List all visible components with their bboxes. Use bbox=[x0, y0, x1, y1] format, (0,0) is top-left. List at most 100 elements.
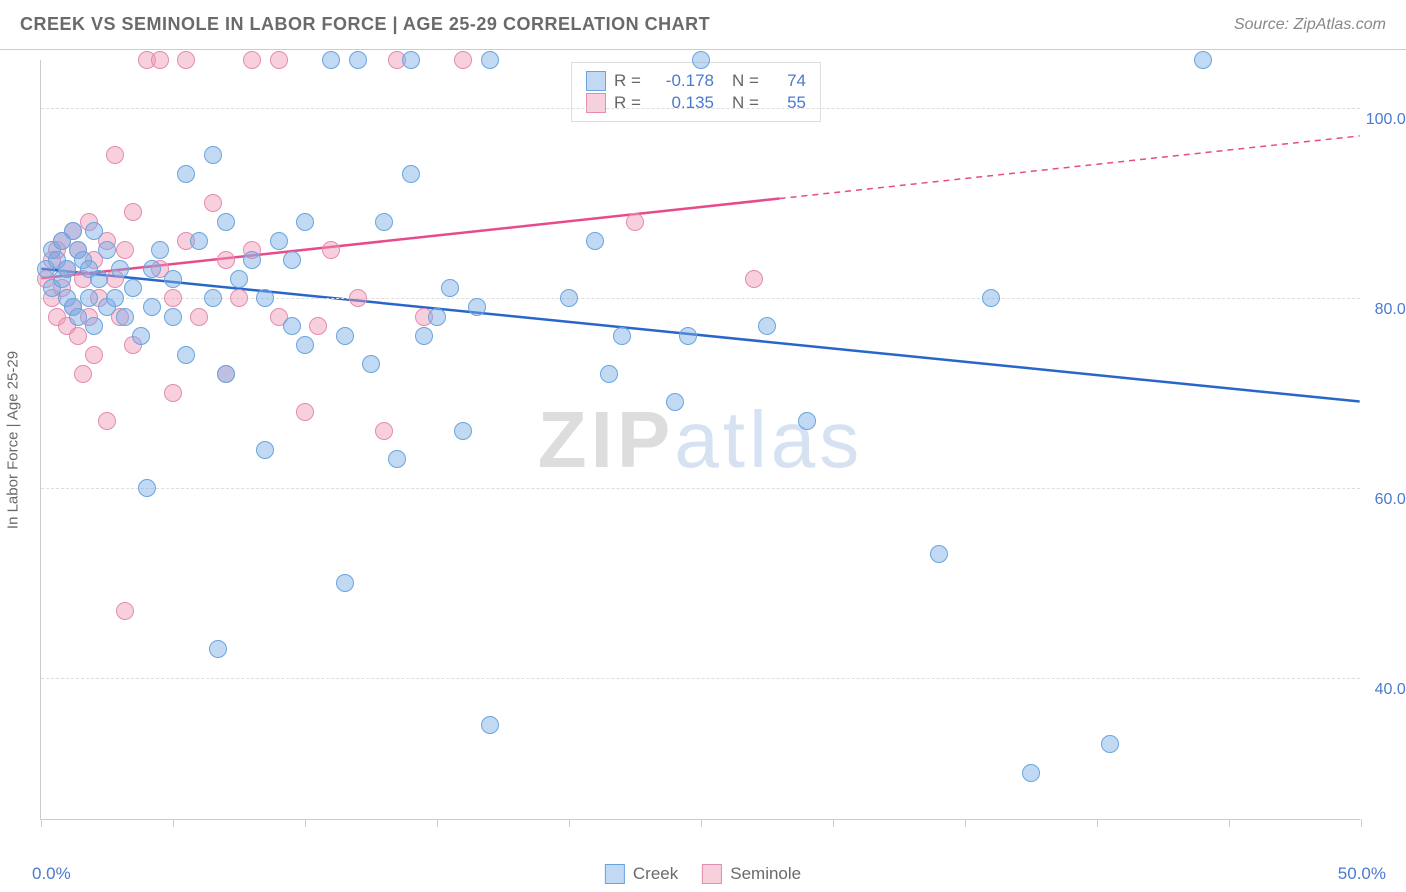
seminole-point bbox=[243, 51, 261, 69]
creek-point bbox=[204, 289, 222, 307]
creek-point bbox=[441, 279, 459, 297]
creek-point bbox=[296, 213, 314, 231]
creek-point bbox=[402, 165, 420, 183]
creek-point bbox=[481, 51, 499, 69]
x-tick bbox=[305, 819, 306, 827]
creek-point bbox=[336, 327, 354, 345]
creek-point bbox=[256, 289, 274, 307]
creek-point bbox=[468, 298, 486, 316]
stats-r-label: R = bbox=[614, 71, 646, 91]
x-axis-max-label: 50.0% bbox=[1338, 864, 1386, 884]
x-tick bbox=[1229, 819, 1230, 827]
creek-point bbox=[415, 327, 433, 345]
creek-point bbox=[481, 716, 499, 734]
grid-line bbox=[41, 488, 1360, 489]
creek-point bbox=[322, 51, 340, 69]
creek-point bbox=[560, 289, 578, 307]
seminole-point bbox=[151, 51, 169, 69]
grid-line bbox=[41, 678, 1360, 679]
creek-point bbox=[798, 412, 816, 430]
seminole-point bbox=[204, 194, 222, 212]
x-tick bbox=[701, 819, 702, 827]
creek-point bbox=[930, 545, 948, 563]
x-tick bbox=[173, 819, 174, 827]
creek-point bbox=[666, 393, 684, 411]
seminole-point bbox=[626, 213, 644, 231]
stats-r-value-seminole: 0.135 bbox=[654, 93, 714, 113]
creek-point bbox=[106, 289, 124, 307]
creek-point bbox=[402, 51, 420, 69]
creek-point bbox=[217, 365, 235, 383]
creek-point bbox=[758, 317, 776, 335]
creek-point bbox=[111, 260, 129, 278]
seminole-point bbox=[164, 384, 182, 402]
creek-point bbox=[600, 365, 618, 383]
seminole-point bbox=[270, 51, 288, 69]
source-label: Source: ZipAtlas.com bbox=[1234, 16, 1386, 34]
x-axis-min-label: 0.0% bbox=[32, 864, 71, 884]
stats-n-value-seminole: 55 bbox=[772, 93, 806, 113]
watermark-part2: atlas bbox=[674, 395, 863, 484]
stats-n-value-creek: 74 bbox=[772, 71, 806, 91]
watermark-part1: ZIP bbox=[538, 395, 674, 484]
stats-n-label: N = bbox=[732, 71, 764, 91]
stats-legend: R =-0.178N =74R =0.135N =55 bbox=[571, 62, 821, 122]
x-tick bbox=[569, 819, 570, 827]
seminole-point bbox=[349, 289, 367, 307]
creek-point bbox=[270, 232, 288, 250]
watermark: ZIPatlas bbox=[538, 394, 863, 486]
creek-point bbox=[283, 251, 301, 269]
creek-point bbox=[177, 346, 195, 364]
seminole-point bbox=[296, 403, 314, 421]
x-tick bbox=[1361, 819, 1362, 827]
seminole-point bbox=[85, 346, 103, 364]
x-tick bbox=[437, 819, 438, 827]
creek-point bbox=[190, 232, 208, 250]
seminole-point bbox=[454, 51, 472, 69]
creek-point bbox=[124, 279, 142, 297]
creek-point bbox=[138, 479, 156, 497]
creek-point bbox=[204, 146, 222, 164]
creek-point bbox=[151, 241, 169, 259]
seminole-point bbox=[217, 251, 235, 269]
legend-item-creek: Creek bbox=[605, 864, 678, 884]
creek-point bbox=[64, 222, 82, 240]
creek-point bbox=[164, 270, 182, 288]
creek-point bbox=[98, 241, 116, 259]
seminole-point bbox=[745, 270, 763, 288]
stats-row-creek: R =-0.178N =74 bbox=[586, 71, 806, 91]
legend-label-creek: Creek bbox=[633, 864, 678, 884]
creek-point bbox=[349, 51, 367, 69]
creek-point bbox=[428, 308, 446, 326]
creek-point bbox=[80, 289, 98, 307]
creek-point bbox=[164, 308, 182, 326]
legend-swatch-seminole bbox=[702, 864, 722, 884]
creek-point bbox=[132, 327, 150, 345]
y-tick-label: 40.0% bbox=[1365, 681, 1406, 699]
seminole-point bbox=[69, 327, 87, 345]
seminole-point bbox=[98, 412, 116, 430]
creek-point bbox=[1022, 764, 1040, 782]
series-legend: Creek Seminole bbox=[605, 864, 801, 884]
seminole-point bbox=[230, 289, 248, 307]
stats-row-seminole: R =0.135N =55 bbox=[586, 93, 806, 113]
x-tick bbox=[41, 819, 42, 827]
creek-point bbox=[143, 260, 161, 278]
creek-point bbox=[116, 308, 134, 326]
creek-point bbox=[230, 270, 248, 288]
seminole-point bbox=[177, 51, 195, 69]
creek-point bbox=[283, 317, 301, 335]
seminole-point bbox=[106, 146, 124, 164]
seminole-point bbox=[116, 241, 134, 259]
creek-point bbox=[256, 441, 274, 459]
creek-point bbox=[336, 574, 354, 592]
stats-n-label: N = bbox=[732, 93, 764, 113]
creek-point bbox=[982, 289, 1000, 307]
seminole-trend-line-extrapolated bbox=[780, 136, 1360, 199]
seminole-point bbox=[74, 365, 92, 383]
seminole-point bbox=[124, 203, 142, 221]
seminole-point bbox=[116, 602, 134, 620]
creek-point bbox=[58, 260, 76, 278]
x-tick bbox=[965, 819, 966, 827]
creek-point bbox=[375, 213, 393, 231]
